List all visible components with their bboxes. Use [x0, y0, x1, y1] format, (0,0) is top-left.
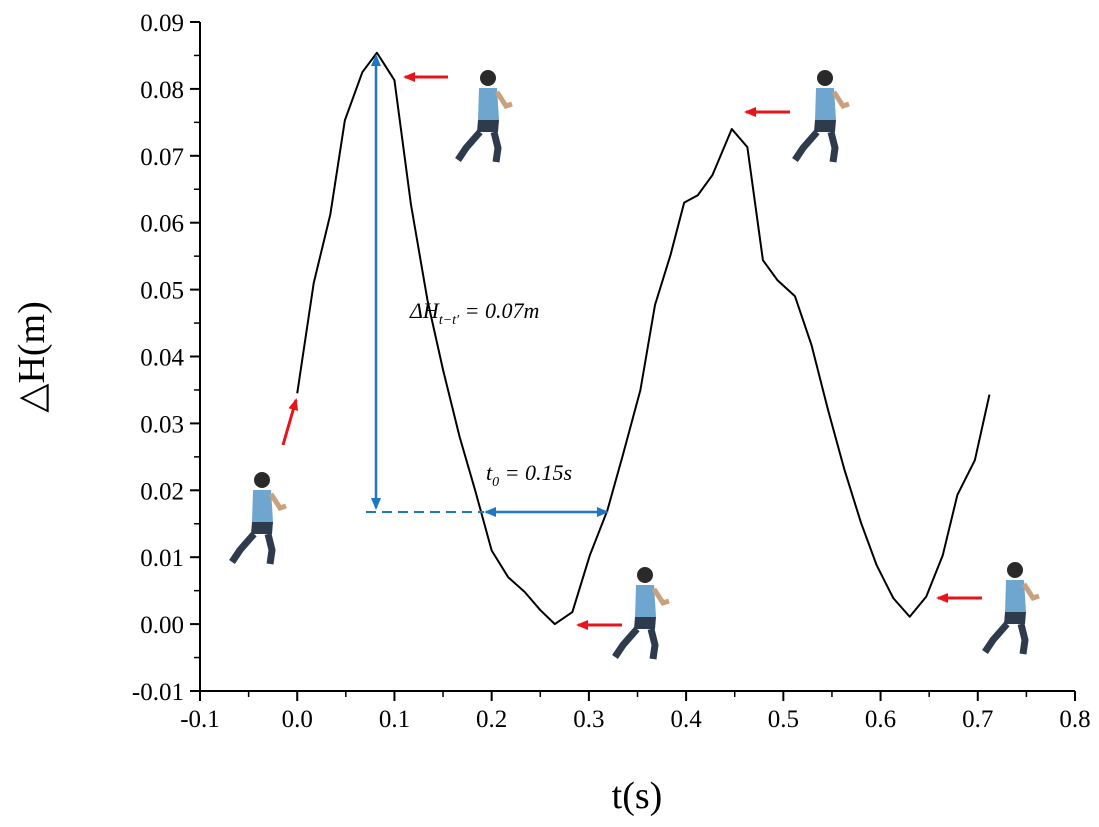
period-annotation: t0 = 0.15s	[486, 460, 572, 490]
x-tick-label: 0.8	[1059, 706, 1090, 733]
runner-figure	[795, 70, 849, 162]
x-tick-label: -0.1	[180, 706, 220, 733]
y-tick-label: 0.06	[140, 211, 184, 238]
y-tick-label: 0.02	[140, 478, 184, 505]
runner-figure	[232, 472, 286, 564]
y-tick-label: 0.01	[140, 545, 184, 572]
x-tick-label: 0.3	[573, 706, 604, 733]
x-tick-label: 0.0	[282, 706, 313, 733]
y-tick-label: -0.01	[132, 679, 184, 706]
runner-figure	[458, 70, 512, 162]
x-tick-label: 0.6	[865, 706, 896, 733]
y-tick-label: 0.05	[140, 278, 184, 305]
x-tick-label: 0.2	[476, 706, 507, 733]
y-tick-label: 0.09	[140, 10, 184, 37]
runner-figure	[615, 567, 669, 659]
y-tick-label: 0.00	[140, 612, 184, 639]
y-tick-label: 0.04	[140, 345, 184, 372]
red-arrow	[281, 398, 299, 446]
y-tick-label: 0.03	[140, 411, 184, 438]
y-tick-label: 0.07	[140, 144, 184, 171]
y-tick-label: 0.08	[140, 77, 184, 104]
plot-area: -0.1 0.0 0.1 0.2 0.3 0.4 0.5 0.6 0.7 0.8 -0.01 0.00…	[132, 10, 1091, 733]
y-axis-label: △H(m)	[11, 301, 53, 413]
height-annotation: ΔHt−t′ = 0.07m	[409, 298, 539, 328]
data-line	[296, 51, 991, 626]
x-tick-label: 0.4	[670, 706, 702, 733]
runner-figure	[985, 562, 1039, 654]
x-tick-label: 0.5	[768, 706, 799, 733]
x-axis-label: t(s)	[612, 775, 663, 817]
x-tick-label: 0.7	[962, 706, 993, 733]
x-tick-label: 0.1	[379, 706, 410, 733]
